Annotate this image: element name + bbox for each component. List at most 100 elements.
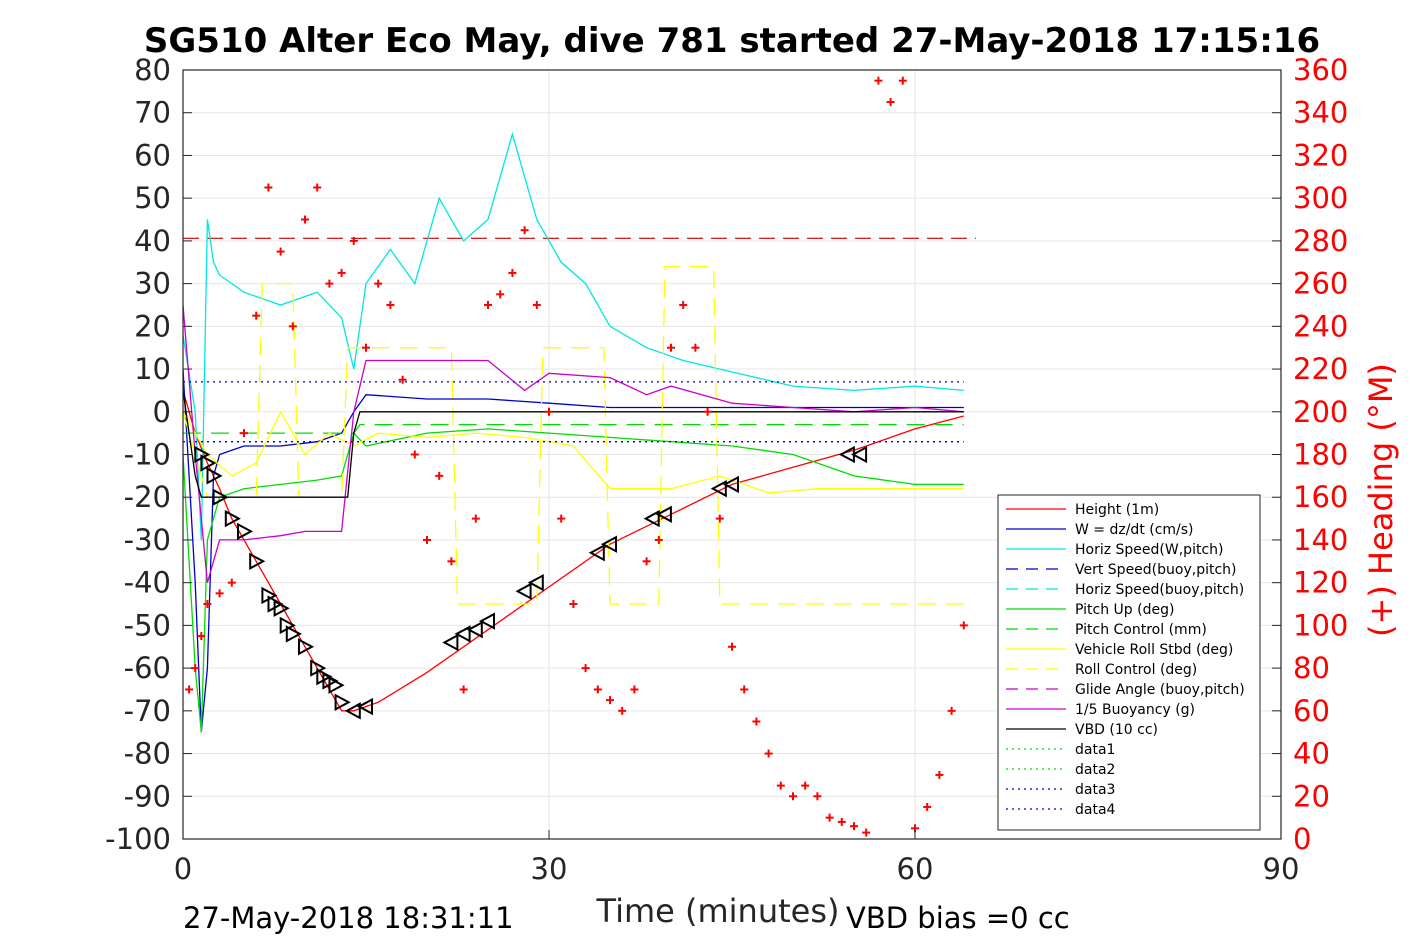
x-axis-label: Time (minutes) — [596, 892, 840, 930]
y-tick-label: -10 — [124, 438, 171, 472]
waypoint-marker — [249, 552, 266, 570]
heading-point — [789, 792, 797, 801]
heading-point — [801, 781, 810, 790]
heading-point — [264, 183, 273, 192]
heading-point — [496, 290, 505, 299]
heading-point — [874, 76, 883, 85]
y-right-tick-label: 40 — [1293, 737, 1330, 771]
heading-point — [191, 664, 200, 673]
legend-entry: data4 — [1075, 802, 1116, 818]
heading-point — [227, 578, 236, 587]
heading-point — [423, 535, 431, 544]
y-tick-label: 70 — [134, 96, 171, 130]
y-right-tick-label: 20 — [1293, 779, 1330, 813]
heading-point — [935, 770, 944, 779]
heading-point — [703, 407, 712, 416]
y-right-tick-label: 200 — [1293, 395, 1348, 429]
waypoint-marker — [478, 612, 495, 630]
heading-point — [764, 749, 773, 758]
waypoint-marker — [328, 676, 345, 694]
heading-point — [471, 514, 480, 523]
heading-point — [374, 279, 383, 288]
legend-entry: data3 — [1075, 782, 1115, 798]
y-right-tick-label: 360 — [1293, 53, 1348, 87]
legend-entry: W = dz/dt (cm/s) — [1075, 522, 1194, 538]
legend-entry: Vert Speed(buoy,pitch) — [1075, 562, 1237, 578]
legend-box — [997, 494, 1261, 831]
heading-point — [837, 817, 846, 826]
y-right-tick-label: 180 — [1293, 438, 1348, 472]
waypoint-marker — [850, 445, 868, 464]
heading-point — [752, 717, 761, 726]
y-tick-label: -80 — [124, 737, 171, 771]
legend: Height (1m) W = dz/dt (cm/s) Horiz Speed(W… — [997, 494, 1261, 831]
heading-point — [740, 685, 749, 694]
heading-point — [362, 343, 370, 352]
y-right-tick-label: 140 — [1293, 523, 1348, 557]
heading-point — [337, 268, 346, 277]
legend-entry: Glide Angle (buoy,pitch) — [1075, 682, 1245, 698]
right-axis-label: (+) Heading (°M) — [1362, 363, 1400, 637]
heading-point — [715, 514, 724, 523]
waypoint-marker — [643, 509, 660, 528]
legend-entry: Horiz Speed(buoy,pitch) — [1075, 582, 1244, 598]
waypoint-marker — [600, 535, 617, 553]
series-line-vehicle-roll-stbd-deg — [183, 410, 964, 494]
heading-point — [398, 375, 407, 384]
heading-point — [557, 514, 566, 523]
legend-entry: 1/5 Buoyancy (g) — [1075, 702, 1195, 718]
heading-point — [447, 557, 456, 566]
heading-point — [325, 279, 334, 288]
legend-entry: Vehicle Roll Stbd (deg) — [1075, 642, 1233, 658]
waypoint-marker — [454, 625, 471, 643]
series-line-1-5-buoyancy-g — [183, 304, 964, 583]
waypoint-marker — [722, 475, 739, 494]
waypoint-marker — [356, 697, 373, 716]
waypoint-marker — [237, 522, 254, 541]
y-tick-label: 40 — [134, 224, 171, 258]
y-tick-label: 50 — [134, 181, 171, 215]
waypoint-marker — [273, 599, 290, 617]
right-axis-ticks: 3603403203002802602402202001801601401201… — [1272, 53, 1348, 856]
heading-point — [825, 813, 834, 822]
heading-point — [654, 535, 663, 544]
heading-point — [630, 685, 639, 694]
waypoint-marker — [285, 625, 302, 643]
x-tick-label: 30 — [531, 852, 568, 886]
heading-point — [776, 781, 785, 790]
x-tick-label: 0 — [174, 852, 192, 886]
heading-point — [484, 300, 492, 309]
series-line-height-1m — [183, 390, 964, 712]
heading-point — [386, 300, 395, 309]
y-right-tick-label: 160 — [1293, 480, 1348, 514]
heading-point — [959, 621, 968, 630]
heading-point — [435, 471, 444, 480]
series-line-pitch-up-deg — [183, 428, 964, 733]
heading-point — [185, 685, 194, 694]
heading-point — [618, 706, 627, 715]
legend-entry: Horiz Speed(W,pitch) — [1075, 542, 1223, 558]
heading-point — [947, 706, 956, 715]
y-tick-label: -30 — [124, 523, 171, 557]
legend-entry: data1 — [1075, 742, 1115, 758]
heading-point — [923, 802, 932, 811]
heading-point — [813, 792, 822, 801]
heading-point — [532, 300, 541, 309]
heading-point — [508, 268, 517, 277]
y-right-tick-label: 340 — [1293, 96, 1348, 130]
x-tick-label: 90 — [1263, 852, 1300, 886]
x-axis-ticks: 0 30 60 90 — [174, 830, 1300, 886]
heading-point — [850, 822, 858, 831]
y-right-tick-label: 60 — [1293, 694, 1330, 728]
y-tick-label: 60 — [134, 138, 171, 172]
y-tick-label: -70 — [124, 694, 171, 728]
heading-point — [606, 696, 614, 705]
x-tick-label: 60 — [897, 852, 934, 886]
y-tick-label: 30 — [134, 267, 171, 301]
waypoint-marker — [224, 509, 241, 528]
heading-point — [667, 343, 675, 352]
y-right-tick-label: 300 — [1293, 181, 1348, 215]
legend-entry: Height (1m) — [1075, 502, 1159, 518]
y-right-tick-label: 320 — [1293, 138, 1348, 172]
heading-point — [862, 828, 871, 837]
